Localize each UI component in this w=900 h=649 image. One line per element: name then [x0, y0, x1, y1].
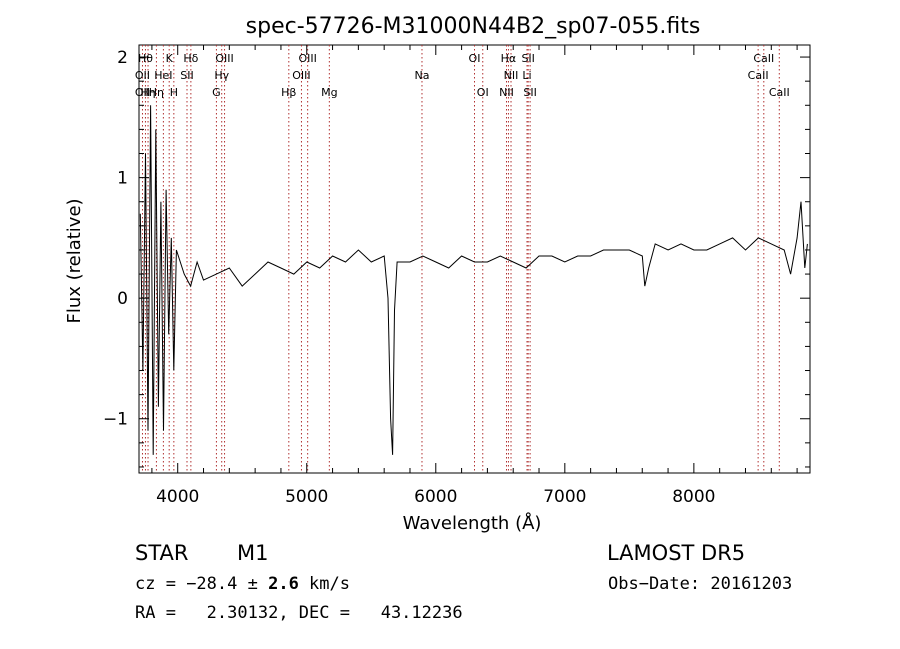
- cz-prefix: cz =: [135, 574, 187, 594]
- x-tick-label-0: 4000: [156, 487, 199, 507]
- object-subclass: M1: [237, 541, 269, 565]
- line-marker-label-25: SII: [523, 86, 536, 99]
- line-marker-label-3: Hη: [140, 86, 155, 99]
- line-marker-label-24: SII: [521, 52, 534, 65]
- coordinates-line: RA = 2.30132, DEC = 43.12236: [135, 605, 463, 622]
- line-marker-label-21: Hα: [501, 52, 517, 65]
- x-tick-label-2: 6000: [414, 487, 457, 507]
- x-tick-label-1: 5000: [285, 487, 328, 507]
- line-marker-label-layer: OIIOIIHθHηHηHeIKHSIIHδGHγOIIIHβOIIIOIIIM…: [135, 52, 790, 99]
- velocity-line: cz = −28.4 ± 2.6 km/s: [135, 576, 350, 593]
- y-tick-label-3: 2: [117, 48, 128, 68]
- cz-plusminus: ±: [237, 574, 269, 594]
- chart-title: spec-57726-M31000N44B2_sp07-055.fits: [246, 14, 701, 39]
- line-marker-label-7: H: [170, 86, 178, 99]
- obs-date-line: Obs−Date: 20161203: [608, 576, 792, 593]
- ra-value: 2.30132: [206, 603, 279, 623]
- line-marker-label-5: HeI: [154, 69, 172, 82]
- y-tick-label-0: −1: [103, 410, 128, 430]
- line-marker-label-22: NII: [504, 69, 519, 82]
- x-axis-label: Wavelength (Å): [403, 512, 542, 534]
- ra-label: RA =: [135, 603, 187, 623]
- line-marker-label-9: Hδ: [183, 52, 198, 65]
- line-marker-label-19: OI: [477, 86, 489, 99]
- y-axis-label: Flux (relative): [64, 198, 85, 323]
- x-tick-label-4: 8000: [672, 487, 715, 507]
- y-tick-label-1: 0: [117, 289, 128, 309]
- line-marker-label-0: OII: [135, 69, 150, 82]
- line-marker-label-14: OIII: [292, 69, 310, 82]
- line-marker-label-26: CaII: [748, 69, 769, 82]
- line-marker-label-28: CaII: [769, 86, 790, 99]
- line-marker-label-11: Hγ: [214, 69, 229, 82]
- cz-value: −28.4: [186, 574, 238, 594]
- line-marker-label-18: OI: [469, 52, 481, 65]
- dec-label: , DEC =: [278, 603, 361, 623]
- line-marker-label-23: Li: [522, 69, 531, 82]
- line-marker-label-27: CaII: [753, 52, 774, 65]
- line-marker-label-8: SII: [180, 69, 193, 82]
- line-marker-label-20: NII: [499, 86, 514, 99]
- object-class: STAR: [135, 541, 189, 565]
- obs-date-value: 20161203: [710, 574, 793, 594]
- line-marker-label-10: G: [212, 86, 221, 99]
- line-marker-label-12: OIII: [215, 52, 233, 65]
- x-axis: 4000 5000 6000 7000 8000: [151, 45, 798, 507]
- line-marker-label-17: Na: [414, 69, 429, 82]
- line-marker-label-6: K: [166, 52, 174, 65]
- line-marker-label-15: OIII: [298, 52, 316, 65]
- line-marker-label-1: OII: [135, 86, 150, 99]
- cz-unit: km/s: [298, 574, 350, 594]
- line-marker-label-2: Hθ: [138, 52, 153, 65]
- x-tick-label-3: 7000: [543, 487, 586, 507]
- spectrum-line: [139, 105, 808, 455]
- dec-value: 43.12236: [380, 603, 463, 623]
- line-marker-label-16: Mg: [321, 86, 337, 99]
- y-axis: −1 0 1 2: [103, 48, 810, 468]
- line-marker-layer: [141, 45, 780, 473]
- y-tick-label-2: 1: [117, 169, 128, 189]
- survey-name: LAMOST DR5: [607, 541, 746, 565]
- obs-date-label: Obs−Date:: [608, 574, 711, 594]
- line-marker-label-4: Hη: [149, 86, 164, 99]
- cz-error: 2.6: [268, 574, 299, 594]
- line-marker-label-13: Hβ: [281, 86, 296, 99]
